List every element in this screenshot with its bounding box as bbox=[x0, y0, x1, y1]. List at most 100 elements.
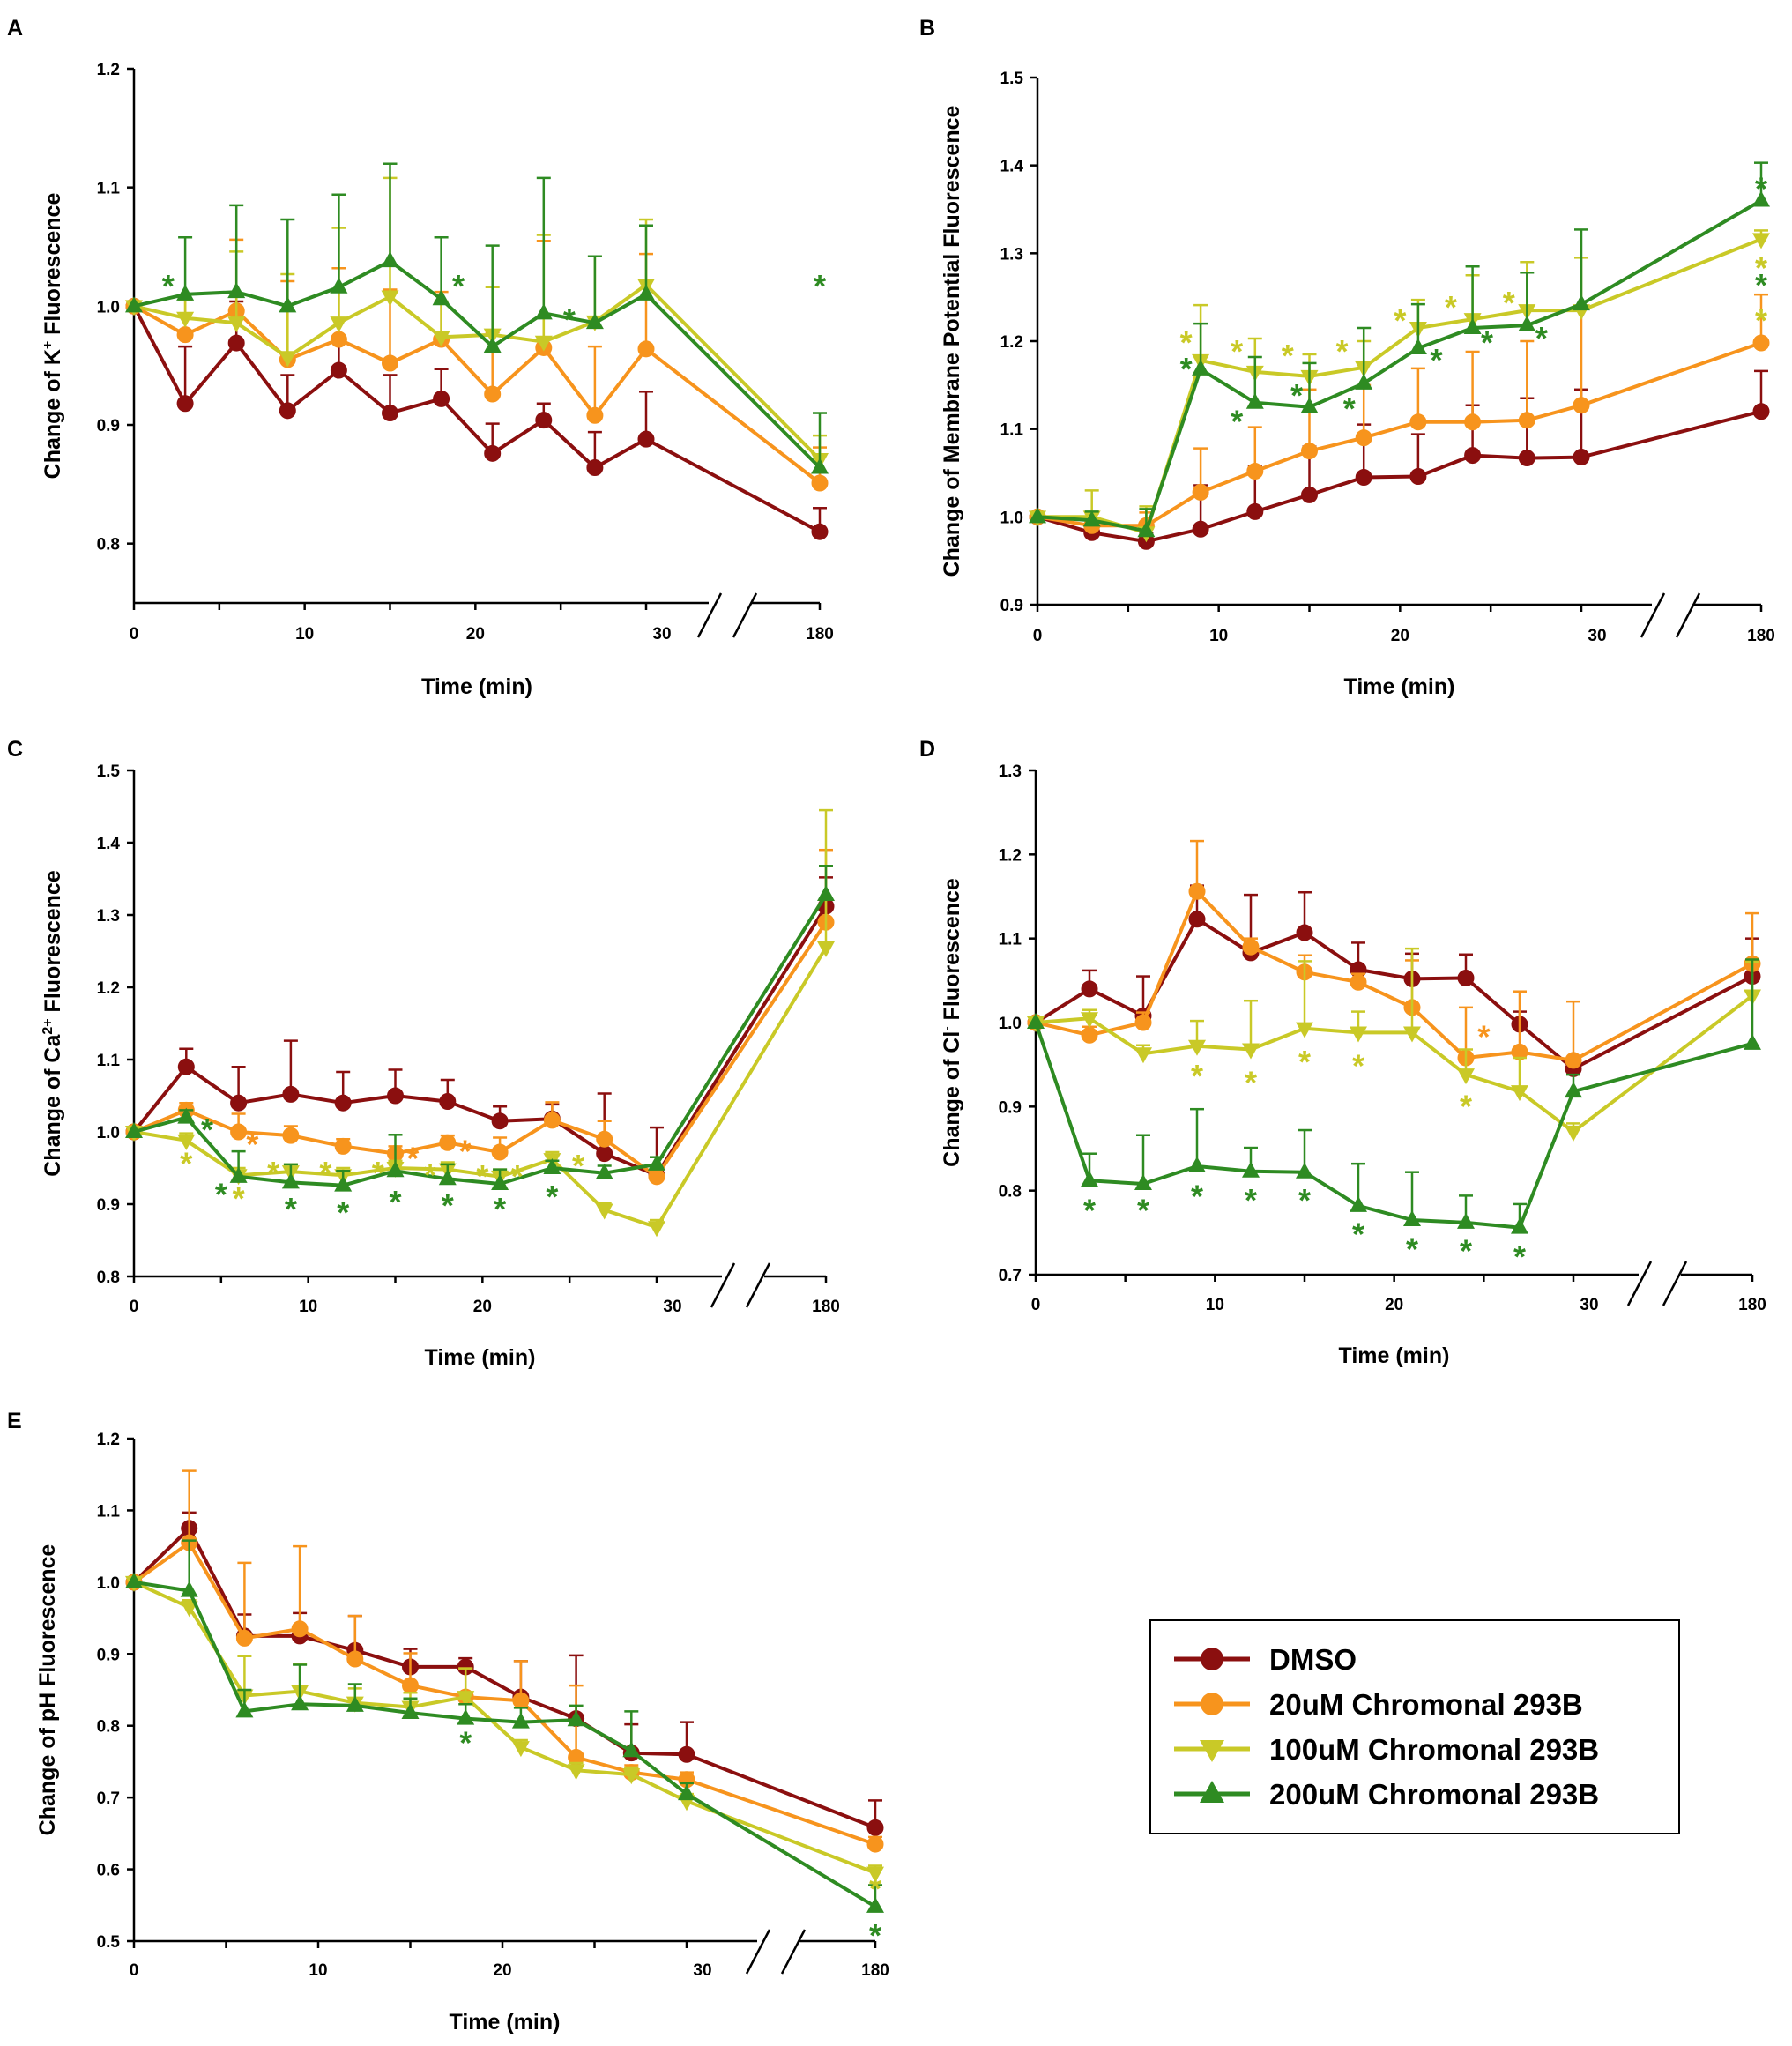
panel-letter: A bbox=[7, 16, 23, 41]
legend-marker bbox=[1200, 1781, 1224, 1803]
data-point bbox=[817, 941, 835, 957]
x-tick-label: 30 bbox=[663, 1298, 681, 1316]
axis-break-mark bbox=[1662, 1261, 1688, 1306]
legend-label: 200uM Chromonal 293B bbox=[1269, 1778, 1599, 1811]
data-point bbox=[1081, 1026, 1098, 1044]
data-point bbox=[457, 1691, 475, 1707]
data-point bbox=[1300, 397, 1319, 413]
x-tick-label: 180 bbox=[861, 1961, 889, 1980]
significance-markers: * ** **** * * * ** * * * bbox=[1083, 1018, 1526, 1275]
data-point bbox=[177, 1107, 196, 1124]
significance-star: * bbox=[1445, 289, 1457, 325]
data-point bbox=[585, 313, 604, 330]
data-point bbox=[1134, 1014, 1152, 1031]
data-point bbox=[1403, 1026, 1421, 1043]
data-point bbox=[1565, 1082, 1582, 1098]
significance-star: * bbox=[814, 268, 826, 304]
significance-star: * bbox=[1282, 338, 1294, 374]
data-point bbox=[1029, 507, 1046, 524]
data-point bbox=[811, 458, 829, 474]
data-point bbox=[1134, 1174, 1152, 1191]
significance-markers: ** ** ****** ****** **** bbox=[180, 1112, 584, 1231]
y-tick-label: 0.7 bbox=[999, 1267, 1022, 1285]
data-point bbox=[176, 311, 195, 328]
data-point bbox=[402, 1677, 419, 1694]
panel-b: B 0.9 1.0 1.1 1.2 1.3 1.4 1.5 0 10 20 30 180 Time (mi… bbox=[919, 16, 1775, 699]
significance-star: * bbox=[337, 1194, 349, 1231]
data-point bbox=[534, 303, 553, 320]
data-point bbox=[330, 361, 347, 379]
y-axis-title-superscript: - bbox=[940, 1026, 955, 1030]
legend-label: DMSO bbox=[1269, 1643, 1357, 1676]
y-tick-label: 1.3 bbox=[97, 907, 120, 926]
y-tick-label: 0.8 bbox=[97, 536, 120, 554]
data-point bbox=[1752, 190, 1770, 207]
data-point bbox=[439, 1134, 457, 1151]
significance-star: * bbox=[572, 1148, 584, 1184]
data-point bbox=[1188, 882, 1206, 900]
x-tick-label: 20 bbox=[473, 1298, 492, 1316]
data-point bbox=[596, 1145, 613, 1163]
y-tick-label: 1.1 bbox=[97, 180, 121, 198]
axis-break-mark bbox=[696, 592, 723, 638]
data-point bbox=[1744, 1033, 1761, 1050]
data-point bbox=[282, 1085, 300, 1103]
data-point bbox=[484, 444, 502, 462]
x-tick-label: 10 bbox=[295, 625, 314, 644]
x-tick-label: 0 bbox=[130, 1961, 139, 1980]
x-tick-label: 20 bbox=[1385, 1296, 1403, 1314]
significance-star: * bbox=[494, 1191, 506, 1227]
y-tick-label: 1.2 bbox=[999, 846, 1022, 865]
data-point bbox=[1464, 413, 1482, 431]
series-3 bbox=[125, 808, 835, 1238]
data-point bbox=[1457, 1212, 1475, 1229]
data-point bbox=[125, 296, 143, 313]
data-point bbox=[678, 1784, 695, 1801]
axes: 0.7 0.8 0.9 1.0 1.1 1.2 1.3 0 10 20 30 180 bbox=[999, 763, 1766, 1314]
data-point bbox=[678, 1745, 695, 1763]
data-point bbox=[457, 1708, 475, 1725]
significance-star: * bbox=[1352, 1048, 1364, 1084]
series-line bbox=[1035, 889, 1753, 1062]
data-point bbox=[1518, 450, 1535, 467]
significance-star: * bbox=[546, 1179, 558, 1215]
y-tick-label: 1.1 bbox=[999, 931, 1022, 949]
legend-label: 100uM Chromonal 293B bbox=[1269, 1733, 1599, 1766]
data-point bbox=[817, 885, 835, 902]
x-tick-label: 0 bbox=[130, 1298, 139, 1316]
data-point bbox=[1081, 1012, 1098, 1029]
y-tick-label: 0.9 bbox=[97, 417, 120, 435]
x-tick-label: 10 bbox=[309, 1961, 327, 1980]
legend-box bbox=[1149, 1619, 1680, 1834]
significance-star: * bbox=[1755, 171, 1767, 207]
axis-break-mark bbox=[732, 592, 758, 638]
panel-c: C 0.8 0.9 1.0 1.1 1.2 1.3 1.4 1.5 0 10 20 30 180 Time … bbox=[7, 737, 840, 1370]
axis-break-mark bbox=[745, 1929, 771, 1975]
significance-star: * bbox=[1352, 1216, 1364, 1252]
significance-star: * bbox=[406, 1141, 419, 1177]
x-axis-title: Time (min) bbox=[1339, 1343, 1450, 1368]
significance-star: * bbox=[1755, 302, 1767, 339]
data-point bbox=[1355, 429, 1372, 447]
y-axis-title: Change of Ca2+ Fluorescence bbox=[41, 870, 65, 1177]
y-tick-label: 1.0 bbox=[97, 1124, 120, 1142]
data-point bbox=[1192, 483, 1209, 501]
significance-star: * bbox=[1406, 1231, 1418, 1267]
significance-star: * bbox=[1245, 1065, 1257, 1101]
data-point bbox=[180, 1581, 198, 1597]
data-point bbox=[511, 1741, 530, 1758]
significance-star: * bbox=[1231, 333, 1243, 369]
data-point bbox=[291, 1694, 309, 1711]
y-tick-label: 0.8 bbox=[97, 1718, 120, 1737]
x-tick-label: 20 bbox=[1391, 627, 1409, 645]
x-tick-label: 0 bbox=[1031, 1296, 1041, 1314]
data-point bbox=[1081, 980, 1098, 998]
data-point bbox=[177, 1058, 195, 1075]
significance-star: * bbox=[1755, 267, 1767, 303]
y-tick-label: 0.9 bbox=[999, 1098, 1022, 1117]
data-point bbox=[1245, 392, 1264, 409]
y-axis-title-part: Change of pH Fluorescence bbox=[35, 1544, 60, 1836]
panel-a: A 0.8 0.9 1.0 1.1 1.2 0 10 20 30 180 Time (min) Chan… bbox=[7, 16, 834, 699]
data-point bbox=[1511, 1085, 1528, 1102]
data-point bbox=[484, 385, 502, 403]
